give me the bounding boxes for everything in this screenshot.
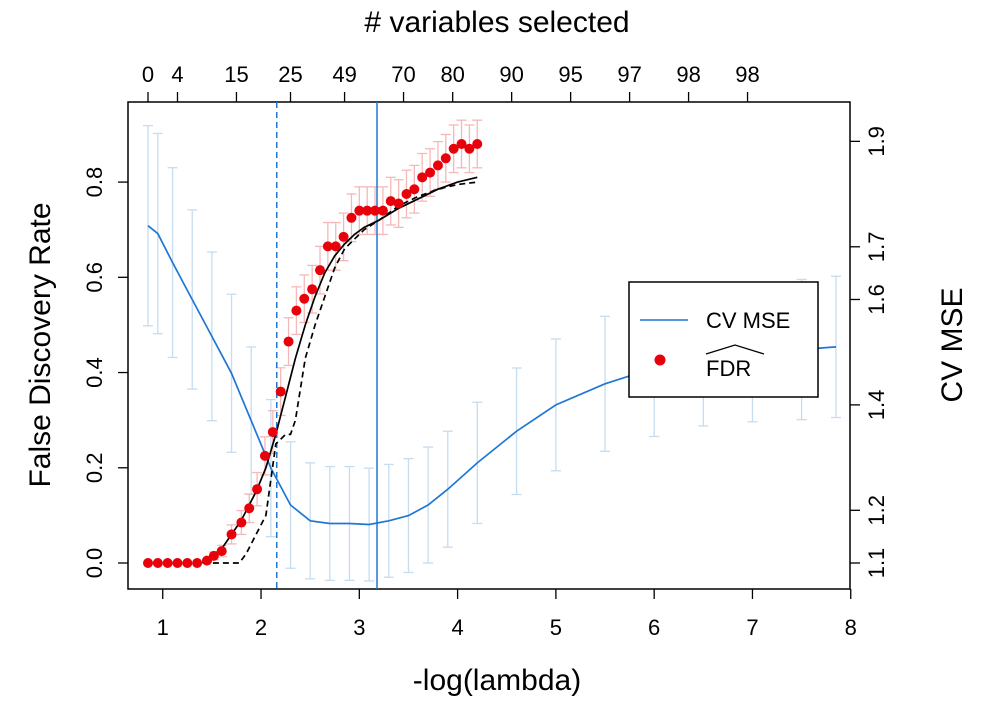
y-left-tick-label: 0.4	[82, 357, 107, 388]
x-axis-bottom: 1 2 3 4 5 6 7 8	[157, 589, 857, 640]
fdr-point	[432, 160, 443, 171]
fdr-point	[315, 265, 325, 276]
fdr-point	[216, 546, 227, 557]
fdr-point	[417, 172, 428, 183]
fdr-point	[226, 529, 237, 540]
fdr-point	[330, 241, 341, 252]
fdr-points	[143, 139, 483, 568]
y-right-tick-label: 1.6	[864, 284, 889, 315]
fdr-point	[322, 241, 333, 252]
fdr-point	[409, 184, 420, 195]
top-tick-label: 49	[332, 62, 356, 87]
y-axis-left: 0.0 0.2 0.4 0.6 0.8	[82, 167, 128, 579]
x-tick-label: 4	[451, 615, 463, 640]
fdr-point	[370, 205, 381, 216]
legend: CV MSE FDR	[628, 281, 819, 398]
fdr-smooth-line	[201, 176, 478, 564]
y-left-tick-label: 0.0	[82, 548, 107, 579]
fdr-point	[244, 503, 255, 514]
top-tick-label: 25	[278, 62, 302, 87]
fdr-point	[377, 205, 388, 216]
fdr-point	[152, 558, 163, 568]
top-tick-label: 0	[142, 62, 154, 87]
fdr-point	[354, 205, 365, 216]
fdr-point	[338, 231, 349, 242]
fdr-point	[346, 212, 357, 223]
top-tick-label: 98	[676, 62, 700, 87]
fdr-point	[275, 386, 286, 397]
fdr-point	[472, 139, 483, 149]
y-left-tick-label: 0.6	[82, 262, 107, 293]
y-right-tick-label: 1.2	[864, 495, 889, 526]
fdr-point	[182, 558, 193, 568]
x-tick-label: 3	[353, 615, 365, 640]
top-tick-label: 80	[440, 62, 464, 87]
legend-cv-mse-label: CV MSE	[706, 308, 790, 333]
fdr-point	[456, 139, 467, 149]
fdr-point	[425, 167, 436, 178]
fdr-point	[448, 143, 459, 154]
fdr-point	[259, 450, 270, 461]
fdr-point	[172, 558, 183, 568]
x-tick-label: 7	[746, 615, 758, 640]
x-axis-top: 0 4 15 25 49 70 80 90 95 97 98 98	[142, 62, 760, 102]
right-axis-title: CV MSE	[936, 287, 969, 402]
fdr-point	[299, 293, 310, 304]
y-right-tick-label: 1.7	[864, 231, 889, 262]
fdr-point	[393, 198, 404, 209]
top-tick-label: 90	[499, 62, 523, 87]
fdr-point	[143, 558, 153, 568]
fdr-point	[362, 205, 373, 216]
top-tick-label: 4	[171, 62, 183, 87]
top-tick-label: 95	[558, 62, 582, 87]
fdr-point	[208, 550, 219, 561]
x-tick-label: 8	[845, 615, 857, 640]
y-left-tick-label: 0.2	[82, 452, 107, 483]
fdr-point	[291, 305, 302, 316]
x-tick-label: 2	[255, 615, 267, 640]
fdr-point	[252, 484, 263, 495]
fdr-point	[385, 196, 396, 207]
y-right-tick-label: 1.4	[864, 390, 889, 421]
fdr-point	[307, 284, 318, 295]
fdr-point	[401, 188, 412, 199]
top-tick-label: 15	[224, 62, 248, 87]
y-left-tick-label: 0.8	[82, 167, 107, 198]
top-tick-label: 98	[735, 62, 759, 87]
bottom-axis-title: -log(lambda)	[413, 664, 581, 697]
fdr-point	[464, 143, 475, 154]
fdr-point	[440, 153, 451, 164]
x-tick-label: 6	[648, 615, 660, 640]
fdr-point	[283, 336, 294, 347]
fdr-point	[162, 558, 173, 568]
plot-frame	[127, 101, 851, 590]
top-axis-title: # variables selected	[364, 6, 629, 39]
top-tick-label: 70	[391, 62, 415, 87]
y-axis-right: 1.1 1.2 1.4 1.6 1.7 1.9	[850, 126, 889, 578]
x-tick-label: 1	[157, 615, 169, 640]
legend-box	[628, 281, 819, 398]
legend-fdr-hat	[705, 344, 765, 355]
legend-fdr-swatch	[654, 354, 666, 366]
legend-fdr-label: FDR	[706, 356, 751, 381]
top-tick-label: 97	[617, 62, 641, 87]
y-right-tick-label: 1.9	[864, 126, 889, 157]
fdr-dashed-line	[152, 181, 478, 564]
fdr-point	[236, 517, 247, 528]
vertical-reference-lines	[276, 102, 378, 589]
fdr-point	[267, 427, 278, 438]
y-right-tick-label: 1.1	[864, 548, 889, 579]
x-tick-label: 5	[550, 615, 562, 640]
left-axis-title: False Discovery Rate	[24, 202, 57, 487]
fdr-point	[192, 558, 203, 568]
